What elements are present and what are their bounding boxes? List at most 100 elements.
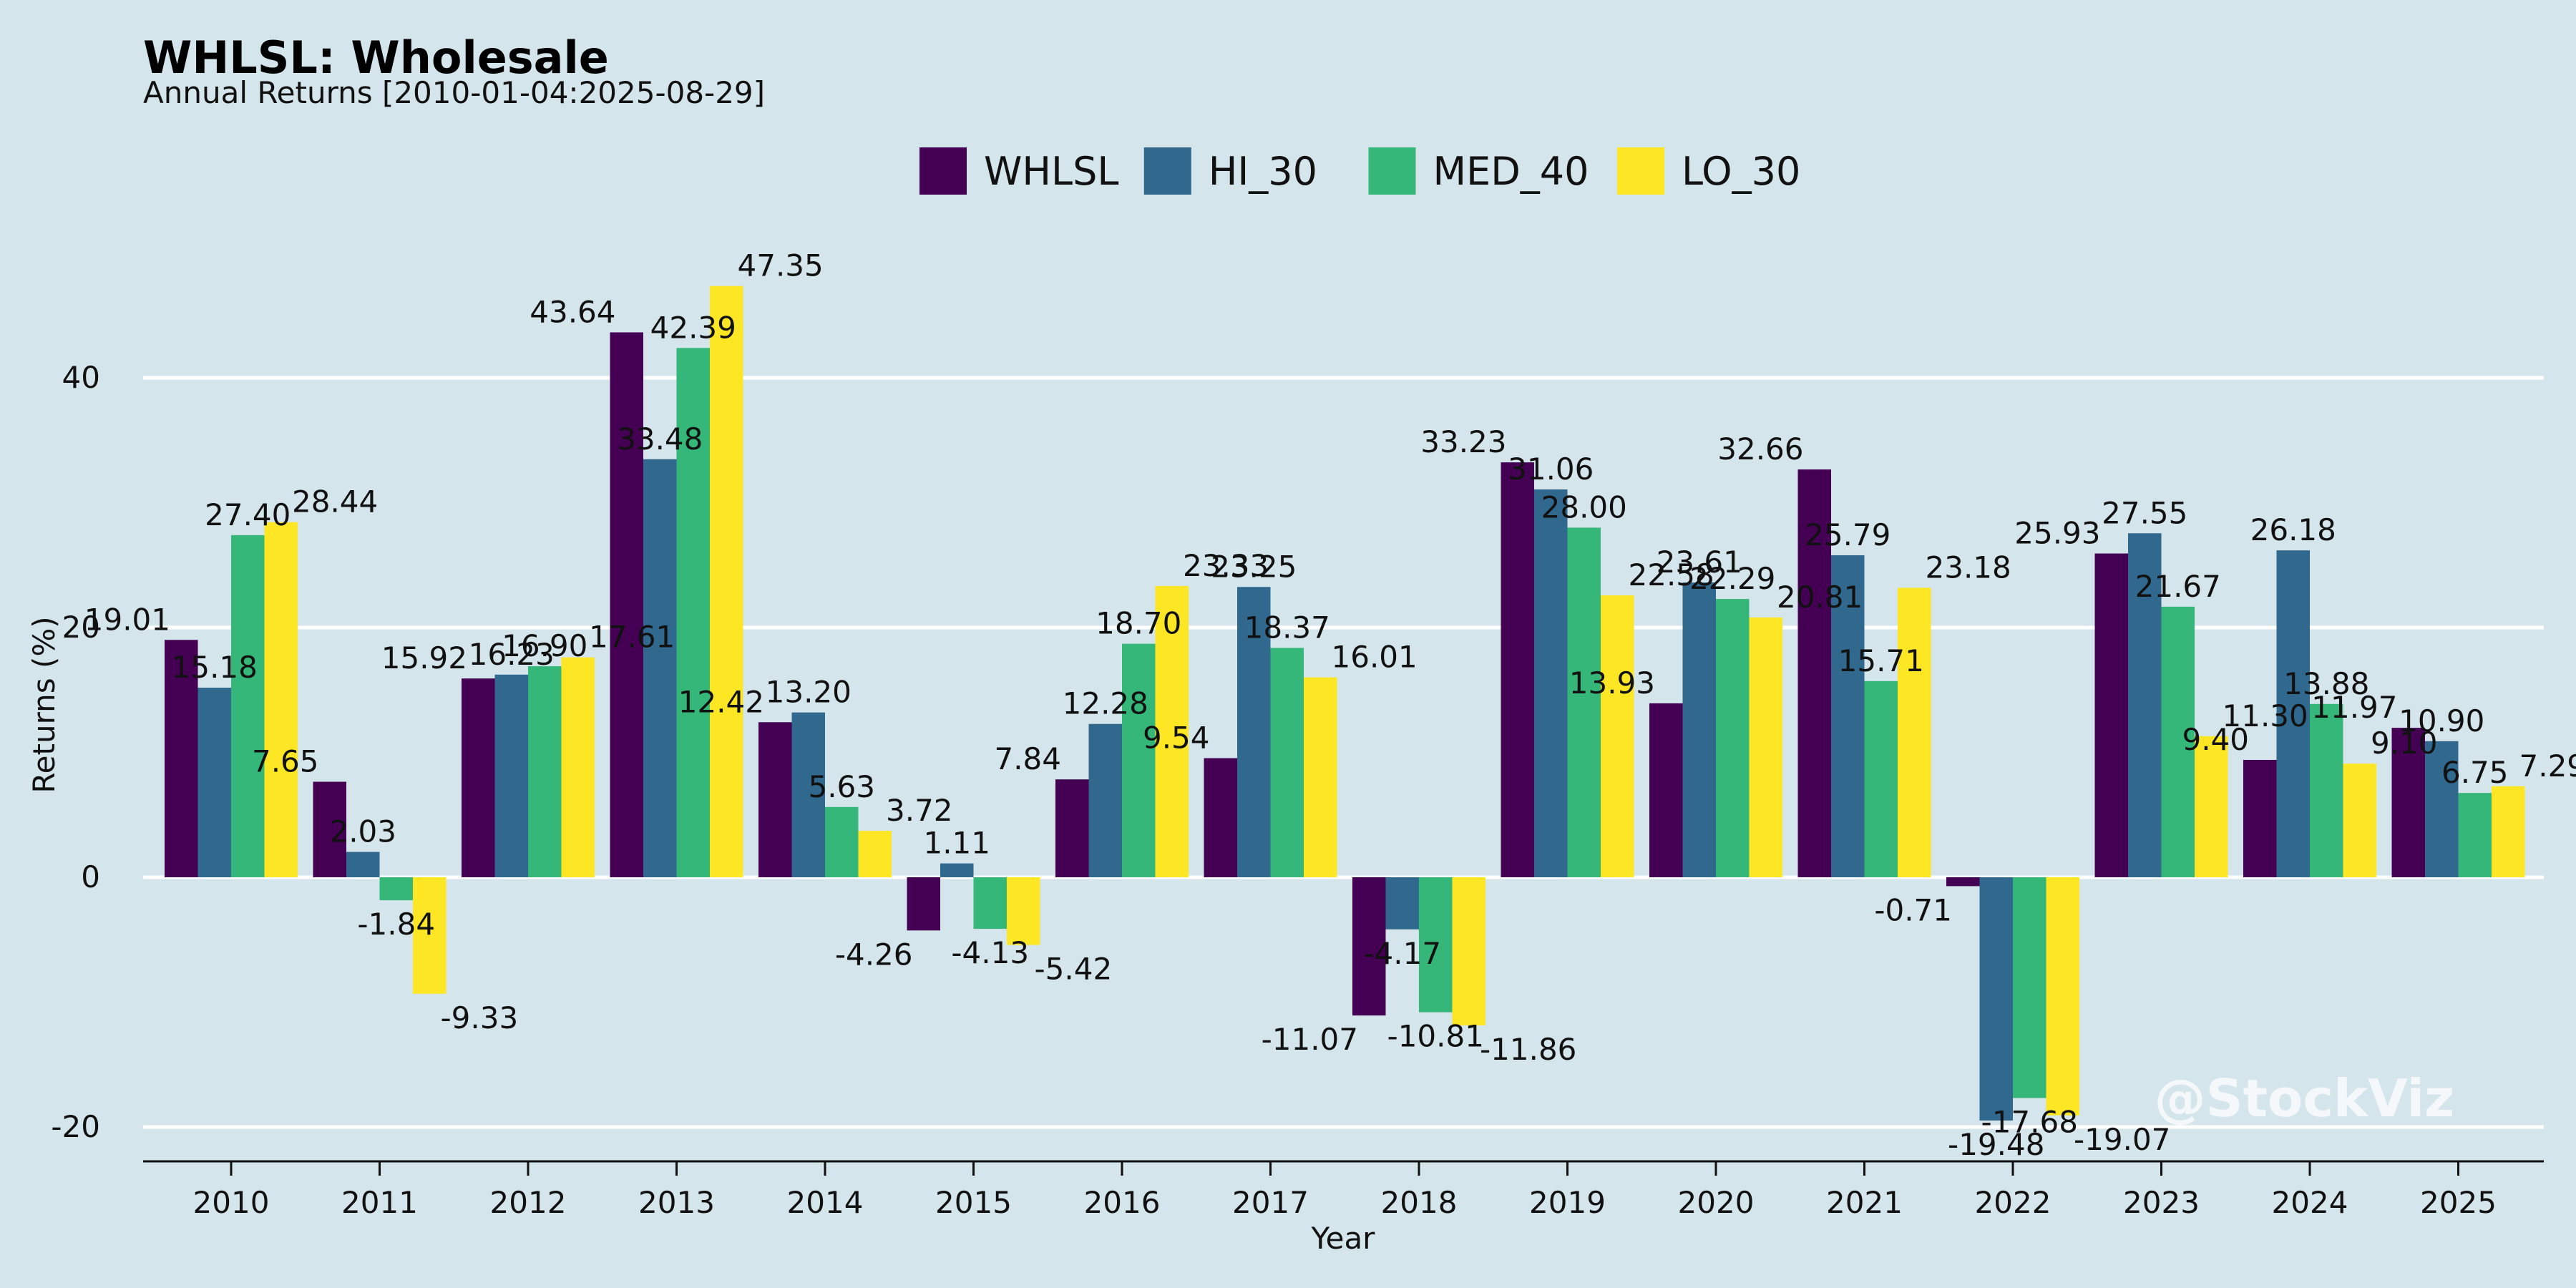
bar-med-40 — [2310, 703, 2343, 877]
bar-whlsl — [2094, 553, 2128, 877]
bar-hi-30 — [643, 459, 677, 877]
data-label: 25.93 — [2014, 516, 2100, 551]
bar-hi-30 — [1831, 555, 1865, 877]
bar-lo-30 — [2492, 786, 2525, 877]
data-label: 33.23 — [1420, 424, 1506, 459]
watermark: @StockViz — [2155, 1068, 2454, 1128]
bar-whlsl — [165, 640, 198, 877]
x-tick-label: 2014 — [787, 1185, 864, 1220]
data-label: 23.33 — [1183, 548, 1269, 583]
bar-lo-30 — [264, 522, 298, 877]
data-label: 32.66 — [1717, 431, 1803, 467]
bar-med-40 — [676, 348, 710, 877]
data-label: 43.64 — [530, 294, 615, 329]
data-label: 15.71 — [1838, 643, 1924, 678]
x-tick-label: 2023 — [2123, 1185, 2200, 1220]
data-label: -1.84 — [357, 907, 435, 942]
x-axis-label: Year — [1311, 1221, 1376, 1256]
bar-whlsl — [1055, 779, 1089, 877]
bar-hi-30 — [1979, 877, 2013, 1121]
data-label: 21.67 — [2135, 569, 2221, 604]
bar-whlsl — [313, 781, 346, 877]
data-label: 31.06 — [1508, 452, 1594, 487]
data-label: -10.81 — [1387, 1019, 1484, 1054]
data-label: -11.07 — [1262, 1022, 1358, 1057]
data-label: 2.03 — [329, 814, 396, 849]
data-label: 7.84 — [994, 741, 1061, 776]
data-label: 6.75 — [2441, 755, 2509, 790]
data-label: 7.65 — [252, 744, 319, 779]
data-label: 15.92 — [381, 640, 467, 675]
bar-med-40 — [528, 666, 562, 877]
data-label: 23.18 — [1926, 550, 2011, 585]
bar-hi-30 — [197, 688, 231, 877]
bar-lo-30 — [2343, 763, 2376, 877]
x-tick-label: 2022 — [1975, 1185, 2051, 1220]
data-label: -5.42 — [1035, 952, 1113, 987]
bar-lo-30 — [2046, 877, 2079, 1116]
x-tick-label: 2011 — [341, 1185, 418, 1220]
data-label: -11.86 — [1480, 1032, 1576, 1067]
y-tick-label: -20 — [51, 1109, 100, 1144]
legend-swatch — [1143, 147, 1191, 195]
bar-hi-30 — [791, 712, 825, 877]
bar-hi-30 — [1385, 877, 1419, 930]
x-tick-label: 2021 — [1826, 1185, 1903, 1220]
y-tick-label: 20 — [62, 610, 100, 645]
bars — [165, 286, 2525, 1121]
x-tick-label: 2019 — [1529, 1185, 1606, 1220]
data-label: 22.29 — [1689, 561, 1775, 596]
legend-entry: MED_40 — [1433, 149, 1589, 194]
data-label: 18.70 — [1096, 606, 1181, 641]
bar-hi-30 — [940, 863, 974, 877]
data-label: 3.72 — [886, 793, 953, 828]
bar-hi-30 — [2425, 741, 2459, 877]
data-label: 23.61 — [1657, 545, 1742, 580]
bar-whlsl — [758, 722, 792, 877]
y-axis: -20 0 20 40 — [51, 360, 100, 1144]
data-label: 9.54 — [1143, 721, 1210, 756]
x-tick-label: 2025 — [2420, 1185, 2497, 1220]
data-label: 47.35 — [738, 248, 824, 283]
data-label: 11.30 — [2223, 698, 2308, 733]
data-label: 9.40 — [2182, 722, 2249, 757]
bar-med-40 — [379, 877, 413, 901]
legend-swatch — [919, 147, 967, 195]
data-label: -4.17 — [1363, 936, 1441, 971]
data-label: 26.18 — [2250, 512, 2336, 547]
data-label: 11.97 — [2311, 690, 2397, 725]
data-label: 12.28 — [1063, 686, 1148, 721]
data-label: 1.11 — [923, 826, 990, 861]
y-tick-label: 40 — [62, 360, 100, 395]
x-axis: 2010 2011 2012 2013 2014 2015 2016 2017 2018 2019… — [143, 1160, 2544, 1220]
x-tick-label: 2024 — [2272, 1185, 2348, 1220]
data-label: 25.79 — [1805, 517, 1890, 552]
bar-lo-30 — [561, 657, 595, 877]
data-label: -0.71 — [1874, 892, 1952, 927]
data-label: 27.55 — [2102, 495, 2187, 530]
bar-med-40 — [1122, 643, 1156, 877]
data-label: 13.88 — [2283, 666, 2369, 701]
data-label: 18.37 — [1244, 610, 1330, 645]
data-label: 22.58 — [1629, 557, 1714, 592]
data-label: 16.23 — [469, 637, 555, 672]
bar-hi-30 — [1682, 582, 1716, 877]
bar-med-40 — [2013, 877, 2046, 1098]
x-tick-label: 2015 — [935, 1185, 1012, 1220]
data-label: 13.93 — [1569, 665, 1655, 701]
bar-hi-30 — [346, 852, 380, 877]
bar-lo-30 — [710, 286, 743, 877]
bar-hi-30 — [1237, 587, 1271, 877]
data-label: 5.63 — [808, 769, 875, 804]
data-label: 10.90 — [2399, 703, 2484, 738]
bar-lo-30 — [2195, 736, 2228, 877]
data-label: 27.40 — [205, 497, 291, 532]
legend-entry: WHLSL — [984, 149, 1118, 194]
legend-entry: HI_30 — [1209, 149, 1317, 194]
bar-whlsl — [462, 678, 495, 877]
data-label: 12.42 — [678, 684, 764, 719]
bar-whlsl — [907, 877, 940, 931]
data-label: -4.13 — [951, 935, 1029, 970]
x-tick-label: 2012 — [490, 1185, 567, 1220]
